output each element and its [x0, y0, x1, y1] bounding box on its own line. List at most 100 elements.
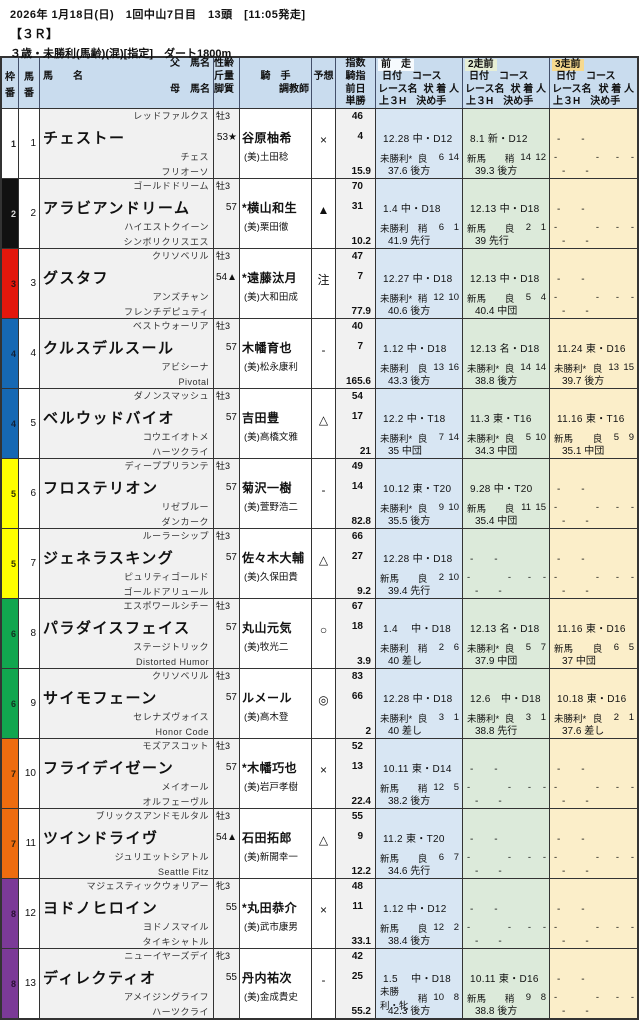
- popularity: 5: [628, 642, 634, 653]
- prediction-cell: △: [312, 529, 336, 598]
- header-3back-label: 3走前: [552, 59, 584, 71]
- horse-number-cell: 13: [19, 949, 40, 1018]
- frame-number: 4: [10, 348, 16, 359]
- horse-name[interactable]: ツインドライヴ: [43, 829, 159, 847]
- sex-weight-cell: 牝3 55: [214, 949, 240, 1018]
- popularity: 7: [453, 852, 459, 863]
- last-3f-style: - -: [562, 936, 589, 947]
- horse-name[interactable]: フライデイゼーン: [43, 759, 175, 777]
- race-name: -: [467, 852, 471, 863]
- pedigree-cell: クリソベリル サイモフェーン セレナズヴォイス Honor Code: [40, 669, 214, 738]
- horse-number-cell: 7: [19, 529, 40, 598]
- finish-position: -: [615, 782, 619, 793]
- win-odds: 55.2: [351, 1006, 371, 1017]
- horse-name[interactable]: アラビアンドリーム: [43, 199, 191, 217]
- speed-index: 40: [351, 321, 363, 332]
- jockey-name[interactable]: 石田拓郎: [242, 830, 293, 845]
- jockey-name[interactable]: *遠藤汰月: [242, 270, 298, 285]
- popularity: 8: [540, 992, 546, 1003]
- jockey-name[interactable]: 菊沢一樹: [242, 480, 293, 495]
- sire-name: レッドファルクス: [133, 111, 209, 121]
- race-date-course: - -: [557, 553, 585, 565]
- jockey-name[interactable]: *木幡巧也: [242, 760, 298, 775]
- finish-position: -: [527, 572, 531, 583]
- horse-name[interactable]: グスタフ: [43, 269, 110, 287]
- race-name: 未勝利: [380, 363, 409, 375]
- jockey-name[interactable]: *横山和生: [242, 200, 298, 215]
- win-odds: 77.9: [351, 306, 371, 317]
- race-date-course: 11.16 東・D16: [557, 623, 626, 635]
- horse-name[interactable]: ヨドノヒロイン: [43, 899, 159, 917]
- jockey-name[interactable]: ルメール: [242, 690, 293, 705]
- jockey-name[interactable]: 木幡育也: [242, 340, 293, 355]
- finish-position: 14: [520, 362, 531, 373]
- dam-name: ピュリティゴールド: [124, 572, 209, 582]
- jockey-name[interactable]: 吉田豊: [242, 410, 280, 425]
- last-3f-style: 39.7 後方: [562, 376, 605, 387]
- finish-position: -: [527, 922, 531, 933]
- jockey-trainer-cell: 丹内祐次 (美)金成貴史: [240, 949, 312, 1018]
- horse-name[interactable]: ベルウッドバイオ: [43, 409, 176, 427]
- race-name: 未勝利*: [380, 433, 413, 445]
- last-3f-style: 35 中団: [388, 446, 422, 457]
- finish-position: 12: [433, 292, 444, 303]
- table-row: 7 10 モズアスコット フライデイゼーン メイオール オルフェーヴル 牡3 5…: [2, 738, 637, 808]
- prediction-cell: △: [312, 389, 336, 458]
- race-name: -: [554, 782, 558, 793]
- jockey-name[interactable]: 丹内祐次: [242, 970, 293, 985]
- speed-index: 48: [351, 881, 363, 892]
- popularity: 14: [448, 432, 459, 443]
- prediction-mark: ○: [319, 622, 328, 637]
- race-card-table: 枠 番 馬 番 父 馬名 馬 名 母 馬名 性齢 斤量 脚質 騎 手 調教師: [0, 56, 639, 1020]
- last-3f-style: 38.8 後方: [475, 1006, 518, 1017]
- horse-name[interactable]: チェストー: [43, 129, 126, 147]
- race-date-course: 1.5 中・D18: [383, 973, 452, 985]
- popularity: 1: [453, 712, 459, 723]
- track-condition: -: [507, 852, 512, 863]
- popularity: -: [630, 572, 634, 583]
- speed-index: 42: [351, 951, 363, 962]
- pedigree-cell: ニューイヤーズデイ ディレクティオ アメイジングライフ ハーツクライ: [40, 949, 214, 1018]
- trainer-name: (美)松永康利: [244, 362, 298, 373]
- jockey-name[interactable]: 佐々木大輔: [242, 550, 305, 565]
- frame-number-cell: 6: [2, 669, 19, 738]
- jockey-index: 25: [351, 971, 363, 982]
- horse-name[interactable]: クルスデルスール: [43, 339, 175, 357]
- horse-name[interactable]: フロステリオン: [43, 479, 159, 497]
- win-odds: 10.2: [351, 236, 371, 247]
- jockey-name[interactable]: 谷原柚希: [242, 130, 293, 145]
- pedigree-cell: ディーププリランテ フロステリオン リゼブルー ダンカーク: [40, 459, 214, 528]
- trainer-name: (美)土田稔: [244, 152, 289, 163]
- horse-name[interactable]: サイモフェーン: [43, 689, 158, 707]
- race-2back-cell: 12.13 名・D18 未勝利* 良 5 7 37.9 中団: [463, 599, 550, 668]
- finish-position: 5: [525, 432, 531, 443]
- track-condition: 良: [417, 923, 428, 935]
- carried-weight: 57: [225, 341, 237, 353]
- jockey-name[interactable]: 丸山元気: [242, 620, 293, 635]
- finish-position: 2: [525, 222, 531, 233]
- trainer-name: (美)高木登: [244, 712, 289, 723]
- race-2back-cell: 9.28 中・T20 新馬 良 11 15 35.4 中団: [463, 459, 550, 528]
- finish-position: -: [615, 572, 619, 583]
- table-row: 6 9 クリソベリル サイモフェーン セレナズヴォイス Honor Code 牡…: [2, 668, 637, 738]
- track-condition: -: [595, 292, 600, 303]
- prev-race-cell: 12.2 中・T18 未勝利* 良 7 14 35 中団: [376, 389, 463, 458]
- sex-weight-cell: 牡3 57: [214, 599, 240, 668]
- last-3f-style: 35.4 中団: [475, 516, 518, 527]
- win-odds: 33.1: [351, 936, 371, 947]
- race-meta: 2026年 1月18日(日) 1回中山7日目 13頭 [11:05発走] 【３Ｒ…: [0, 0, 639, 60]
- race-name: 未勝利*: [380, 293, 413, 305]
- finish-position: 6: [438, 152, 444, 163]
- frame-number-cell: 1: [2, 109, 19, 178]
- jockey-index: 14: [351, 481, 363, 492]
- jockey-name[interactable]: *丸田恭介: [242, 900, 298, 915]
- race-date-course: 12.13 中・D18: [470, 273, 540, 285]
- horse-name[interactable]: パラダイスフェイス: [43, 619, 191, 637]
- last-3f-style: - -: [562, 516, 589, 527]
- table-row: 4 4 ベストウォーリア クルスデルスール アビシーナ Pivotal 牡3 5…: [2, 318, 637, 388]
- race-3back-cell: - - - - - - - -: [550, 529, 637, 598]
- horse-name[interactable]: ジェネラスキング: [43, 549, 175, 567]
- race-name: 新馬: [554, 643, 574, 655]
- horse-name[interactable]: ディレクティオ: [43, 969, 157, 987]
- frame-number: 1: [10, 138, 16, 149]
